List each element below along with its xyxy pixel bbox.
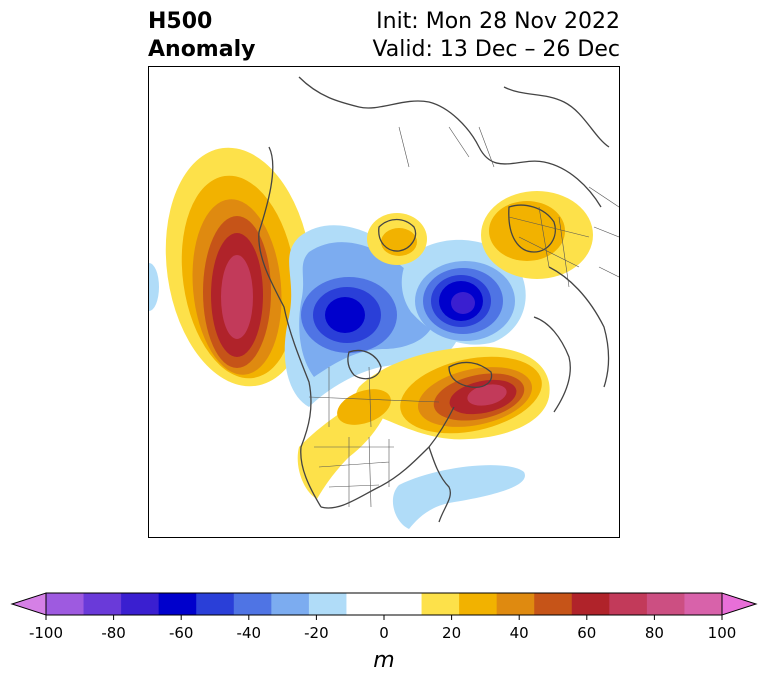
colorbar-cells — [46, 593, 723, 615]
colorbar-tick-label: 20 — [442, 624, 462, 642]
colorbar-cell — [121, 593, 160, 615]
anomaly-negative-siberia — [401, 239, 526, 345]
colorbar-cell — [346, 593, 385, 615]
colorbar-cell — [684, 593, 723, 615]
colorbar-tick-label: -40 — [236, 624, 262, 642]
colorbar-tick-label: 40 — [509, 624, 529, 642]
colorbar-cell — [421, 593, 460, 615]
colorbar-cell — [158, 593, 197, 615]
valid-range: Valid: 13 Dec – 26 Dec — [372, 37, 620, 62]
colorbar-ticks — [45, 615, 723, 620]
anomaly-map — [148, 66, 620, 538]
colorbar-cell — [496, 593, 535, 615]
colorbar-cell — [271, 593, 310, 615]
colorbar-cell — [384, 593, 423, 615]
colorbar-tick-label: -100 — [28, 624, 64, 642]
colorbar-tick-label: -80 — [101, 624, 126, 642]
political-borders — [308, 126, 619, 508]
date-info: Init: Mon 28 Nov 2022 Valid: 13 Dec – 26… — [372, 8, 620, 64]
title-line-1: H500 — [148, 9, 213, 34]
colorbar-tick-label: 80 — [644, 624, 664, 642]
anomaly-map-svg — [149, 76, 619, 529]
map-title: H500 Anomaly — [148, 8, 255, 64]
colorbar-tick-label: 100 — [707, 624, 737, 642]
colorbar-extend-high — [721, 592, 758, 616]
anomaly-negative-edge — [149, 263, 159, 311]
colorbar — [10, 592, 758, 620]
colorbar-cell — [646, 593, 685, 615]
anomaly-positive-pacific — [165, 147, 313, 387]
colorbar-cell — [459, 593, 498, 615]
anomaly-positive-arctic — [367, 213, 427, 265]
units-label: m — [373, 648, 395, 673]
anomaly-positive-atlantic — [355, 346, 550, 440]
colorbar-cell — [534, 593, 573, 615]
colorbar-tick-label: -60 — [168, 624, 194, 642]
colorbar-extend-low — [10, 592, 47, 616]
colorbar-tick-label: 0 — [379, 624, 389, 642]
colorbar-cell — [196, 593, 235, 615]
colorbar-cell — [308, 593, 347, 615]
colorbar-tick-label: 60 — [577, 624, 597, 642]
init-date: Init: Mon 28 Nov 2022 — [376, 9, 620, 34]
title-line-2: Anomaly — [148, 37, 256, 62]
colorbar-cell — [46, 593, 85, 615]
colorbar-tick-label: -20 — [304, 624, 329, 642]
colorbar-cell — [233, 593, 272, 615]
coastlines — [258, 76, 610, 523]
colorbar-cell — [609, 593, 648, 615]
colorbar-cell — [83, 593, 122, 615]
anomaly-positive-us-core — [337, 389, 391, 425]
anomaly-negative-west-atlantic — [392, 465, 525, 529]
colorbar-cell — [571, 593, 610, 615]
